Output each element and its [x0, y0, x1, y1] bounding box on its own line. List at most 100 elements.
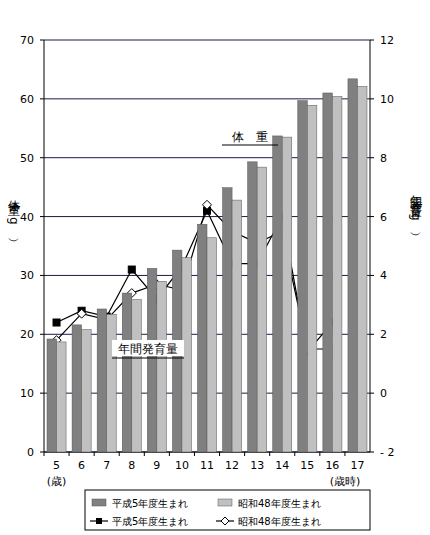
x-tick — [44, 452, 45, 456]
bar — [157, 281, 167, 452]
x-tick — [294, 452, 295, 456]
y2-tick-label: 4 — [380, 269, 387, 282]
annotation: 年間発育量 — [118, 342, 178, 356]
legend-box — [85, 490, 370, 530]
x-tick — [244, 452, 245, 456]
bar — [122, 293, 132, 452]
bar — [232, 200, 242, 452]
bar — [207, 238, 217, 452]
bar — [97, 309, 107, 452]
bar — [223, 188, 233, 452]
y-tick — [40, 393, 44, 394]
y2-tick-label: 2 — [380, 328, 387, 341]
y-tick-label: 0 — [27, 446, 34, 459]
y2-tick-label: 12 — [380, 34, 394, 47]
bar — [348, 79, 358, 452]
grid-line — [44, 40, 370, 41]
y2-axis-label: 年間発育量（kg） — [409, 185, 423, 236]
bar — [273, 136, 283, 452]
bar — [107, 314, 117, 452]
y-tick — [40, 157, 44, 158]
x-tick — [319, 452, 320, 456]
x-tick-label: 11 — [200, 459, 214, 472]
legend-swatch — [218, 499, 232, 506]
y2-axis — [370, 40, 371, 452]
bar — [332, 97, 342, 452]
x-tick-label: 5 — [53, 459, 60, 472]
x-tick — [119, 452, 120, 456]
x-tick — [69, 452, 70, 456]
x-tick-label: 6 — [78, 459, 85, 472]
bar — [82, 330, 92, 452]
bar — [257, 167, 267, 452]
x-tick-label: 13 — [250, 459, 264, 472]
y2-tick — [370, 40, 374, 41]
x-tick — [169, 452, 170, 456]
grid-line — [44, 157, 370, 158]
annotation: 体 重 — [232, 130, 268, 144]
y-tick — [40, 275, 44, 276]
y-tick-label: 40 — [20, 211, 34, 224]
legend-label: 昭和48年度生まれ — [238, 516, 321, 527]
y2-tick — [370, 157, 374, 158]
x-tick — [269, 452, 270, 456]
annotation-underline — [112, 358, 184, 359]
y-tick-label: 30 — [20, 269, 34, 282]
x-tick-label: 7 — [103, 459, 110, 472]
y-tick — [40, 216, 44, 217]
x-tick — [219, 452, 220, 456]
bar — [357, 86, 367, 452]
annotation-bg — [112, 340, 184, 356]
x-tick — [194, 452, 195, 456]
y-axis — [44, 40, 45, 452]
bar — [47, 339, 57, 452]
y2-tick — [370, 393, 374, 394]
x-tick — [144, 452, 145, 456]
y-tick — [40, 40, 44, 41]
bar — [147, 268, 157, 452]
x-tick — [344, 452, 345, 456]
x-unit-label: (歳) — [47, 475, 67, 488]
y-tick-label: 20 — [20, 328, 34, 341]
plot-area — [52, 200, 337, 355]
x-tick-label: 8 — [128, 459, 135, 472]
legend-label: 昭和48年度生まれ — [238, 498, 321, 509]
marker-square — [53, 319, 60, 326]
legend-swatch — [92, 499, 106, 506]
x-tick-label: 14 — [275, 459, 289, 472]
y2-tick — [370, 98, 374, 99]
bar — [248, 162, 258, 452]
y2-tick-label: 8 — [380, 152, 387, 165]
legend-marker — [221, 517, 229, 525]
legend-label: 平成5年度生まれ — [112, 498, 188, 509]
x-tick-label: 16 — [325, 459, 339, 472]
y2-tick-label: 0 — [380, 387, 387, 400]
x-tick — [94, 452, 95, 456]
marker-diamond — [203, 200, 212, 209]
bar — [132, 300, 142, 452]
marker-diamond — [77, 309, 86, 318]
y-tick-label: 70 — [20, 34, 34, 47]
y2-tick — [370, 334, 374, 335]
y-tick — [40, 98, 44, 99]
bar — [323, 93, 333, 452]
y-tick — [40, 334, 44, 335]
bar — [307, 105, 317, 452]
grid-line — [44, 216, 370, 217]
y-tick — [40, 452, 44, 453]
y2-tick — [370, 216, 374, 217]
y-axis-label: 体重（kg） — [7, 190, 21, 242]
grid-line — [44, 98, 370, 99]
y2-tick-label: - 2 — [380, 446, 394, 459]
bar — [298, 101, 308, 452]
x-tick-label: 15 — [300, 459, 314, 472]
y-tick-label: 10 — [20, 387, 34, 400]
x-tick-label: 10 — [175, 459, 189, 472]
y-tick-label: 50 — [20, 152, 34, 165]
x-unit-label: (歳時) — [330, 475, 361, 488]
legend-marker — [96, 518, 102, 524]
bar — [282, 137, 292, 452]
legend: 平成5年度生まれ昭和48年度生まれ平成5年度生まれ昭和48年度生まれ — [85, 490, 370, 530]
bar — [57, 342, 67, 452]
x-tick-label: 17 — [350, 459, 364, 472]
